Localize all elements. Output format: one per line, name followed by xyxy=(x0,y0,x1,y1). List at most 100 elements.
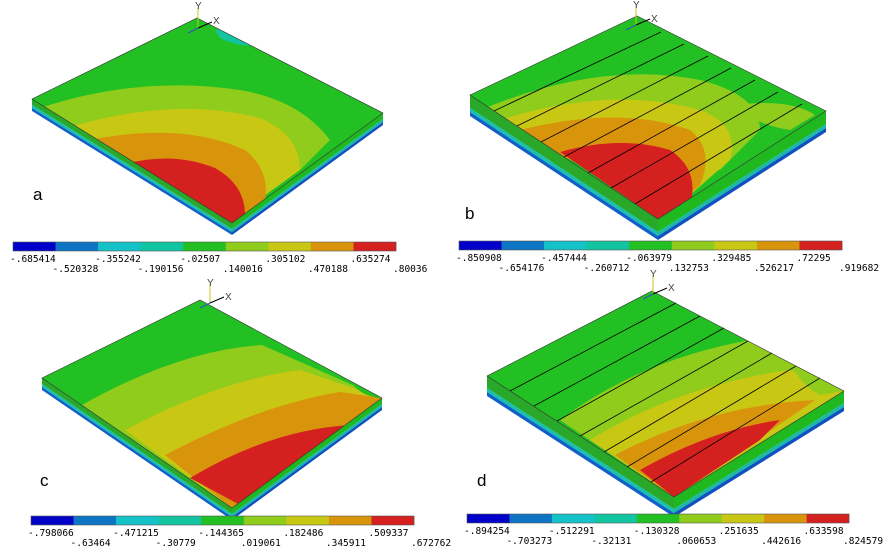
legend-tick-label: .470188 xyxy=(308,264,348,275)
legend-swatch xyxy=(799,241,843,250)
legend-swatch xyxy=(544,241,587,250)
legend-swatch xyxy=(594,514,638,523)
legend-tick-label: -.190156 xyxy=(138,264,184,275)
legend-tick-label: -.063979 xyxy=(626,253,672,264)
legend-tick-label: -.512291 xyxy=(549,526,595,537)
legend-border xyxy=(458,240,843,251)
axis-y-label: Y xyxy=(207,278,214,289)
axis-x-label: X xyxy=(651,14,658,25)
axis-x-label: X xyxy=(225,292,232,303)
legend-tick-label: -.260712 xyxy=(584,263,630,274)
legend-tick-label: -.130328 xyxy=(634,526,680,537)
legend-tick-label: -.63464 xyxy=(71,538,111,549)
axis-triad: Y X xyxy=(642,269,675,300)
legend-swatch xyxy=(268,242,312,251)
panel-label-d: d xyxy=(477,471,486,490)
legend-swatch xyxy=(183,242,227,251)
panel-label-c: c xyxy=(40,471,49,490)
legend-swatch xyxy=(31,516,74,525)
legend-border xyxy=(466,513,850,524)
plate-top-contour xyxy=(470,16,826,219)
legend-swatch xyxy=(636,514,680,523)
legend-swatch xyxy=(714,241,758,250)
legend-swatch xyxy=(509,514,553,523)
panel-label-b: b xyxy=(465,204,474,223)
legend-swatch xyxy=(225,242,269,251)
legend-swatch xyxy=(371,516,415,525)
axis-triad: Y X xyxy=(199,278,232,309)
legend-swatch xyxy=(98,242,141,251)
legend-tick-label: -.30779 xyxy=(156,538,196,549)
plate-top-contour xyxy=(42,300,382,508)
legend-tick-label: -.32131 xyxy=(591,536,631,547)
legend-tick-label: -.654176 xyxy=(499,263,545,274)
legend-swatch xyxy=(467,514,510,523)
legend-a: -.685414-.520328-.355242-.190156-.02507.… xyxy=(10,241,428,275)
plate-side-left xyxy=(32,99,232,235)
legend-d: -.894254-.703273-.512291-.32131-.130328.… xyxy=(464,513,883,547)
panel-c: Y X c xyxy=(40,278,383,520)
legend-tick-label: -.471215 xyxy=(113,528,159,539)
legend-tick-label: .251635 xyxy=(719,526,759,537)
legend-swatch xyxy=(243,516,287,525)
axis-y-label: Y xyxy=(633,0,640,11)
legend-tick-label: -.798066 xyxy=(28,528,74,539)
legend-tick-label: -.520328 xyxy=(53,264,99,275)
legend-tick-label: .509337 xyxy=(368,528,408,539)
panel-d: Y X d xyxy=(477,269,845,517)
axis-triad: Y X xyxy=(625,0,658,31)
legend-swatch xyxy=(310,242,354,251)
legend-border xyxy=(30,515,415,526)
legend-tick-label: .919682 xyxy=(839,263,879,274)
legend-swatch xyxy=(551,514,595,523)
legend-tick-label: .633598 xyxy=(804,526,844,537)
panel-label-a: a xyxy=(33,185,43,204)
legend-swatch xyxy=(353,242,397,251)
legend-c: -.798066-.63464-.471215-.30779-.144365.0… xyxy=(28,515,451,549)
legend-tick-label: .060653 xyxy=(676,536,716,547)
legend-tick-label: -.144365 xyxy=(198,528,244,539)
legend-tick-label: .329485 xyxy=(711,253,751,264)
legend-swatch xyxy=(501,241,545,250)
legend-swatch xyxy=(721,514,765,523)
legend-tick-label: .019061 xyxy=(241,538,281,549)
legend-tick-label: -.355242 xyxy=(95,254,141,265)
strip-dividers xyxy=(493,31,803,205)
plate-side-right xyxy=(232,398,382,520)
plate-side-right xyxy=(658,111,826,240)
legend-swatch xyxy=(756,241,800,250)
legend-swatch xyxy=(73,516,117,525)
legend-tick-label: -.02507 xyxy=(180,254,220,265)
panel-a: Y X a xyxy=(31,1,384,235)
legend-swatch xyxy=(629,241,673,250)
legend-swatch xyxy=(55,242,99,251)
legend-tick-label: -.457444 xyxy=(541,253,587,264)
plate-top-contour xyxy=(487,291,844,497)
legend-swatch xyxy=(679,514,722,523)
legend-tick-label: .182486 xyxy=(283,528,323,539)
legend-swatch xyxy=(328,516,372,525)
legend-swatch xyxy=(459,241,502,250)
axis-y-label: Y xyxy=(195,1,202,12)
legend-swatch xyxy=(671,241,715,250)
legend-tick-label: -.703273 xyxy=(506,536,552,547)
axis-y-label: Y xyxy=(650,269,657,280)
legend-swatch xyxy=(286,516,330,525)
plate-side-right xyxy=(674,391,844,517)
plate-side-right xyxy=(232,113,383,235)
legend-tick-label: .442616 xyxy=(761,536,801,547)
legend-tick-label: .672762 xyxy=(411,538,451,549)
legend-tick-label: .345911 xyxy=(326,538,366,549)
legend-tick-label: .305102 xyxy=(265,254,305,265)
legend-swatch xyxy=(586,241,630,250)
legend-tick-label: .80036 xyxy=(393,264,428,275)
legend-border xyxy=(12,241,397,252)
legend-tick-label: -.685414 xyxy=(10,254,56,265)
legend-b: -.850908-.654176-.457444-.260712-.063979… xyxy=(456,240,879,274)
legend-swatch xyxy=(764,514,807,523)
legend-swatch xyxy=(140,242,184,251)
legend-tick-label: .824579 xyxy=(843,536,883,547)
legend-tick-label: -.894254 xyxy=(464,526,510,537)
legend-tick-label: .72295 xyxy=(796,253,830,264)
